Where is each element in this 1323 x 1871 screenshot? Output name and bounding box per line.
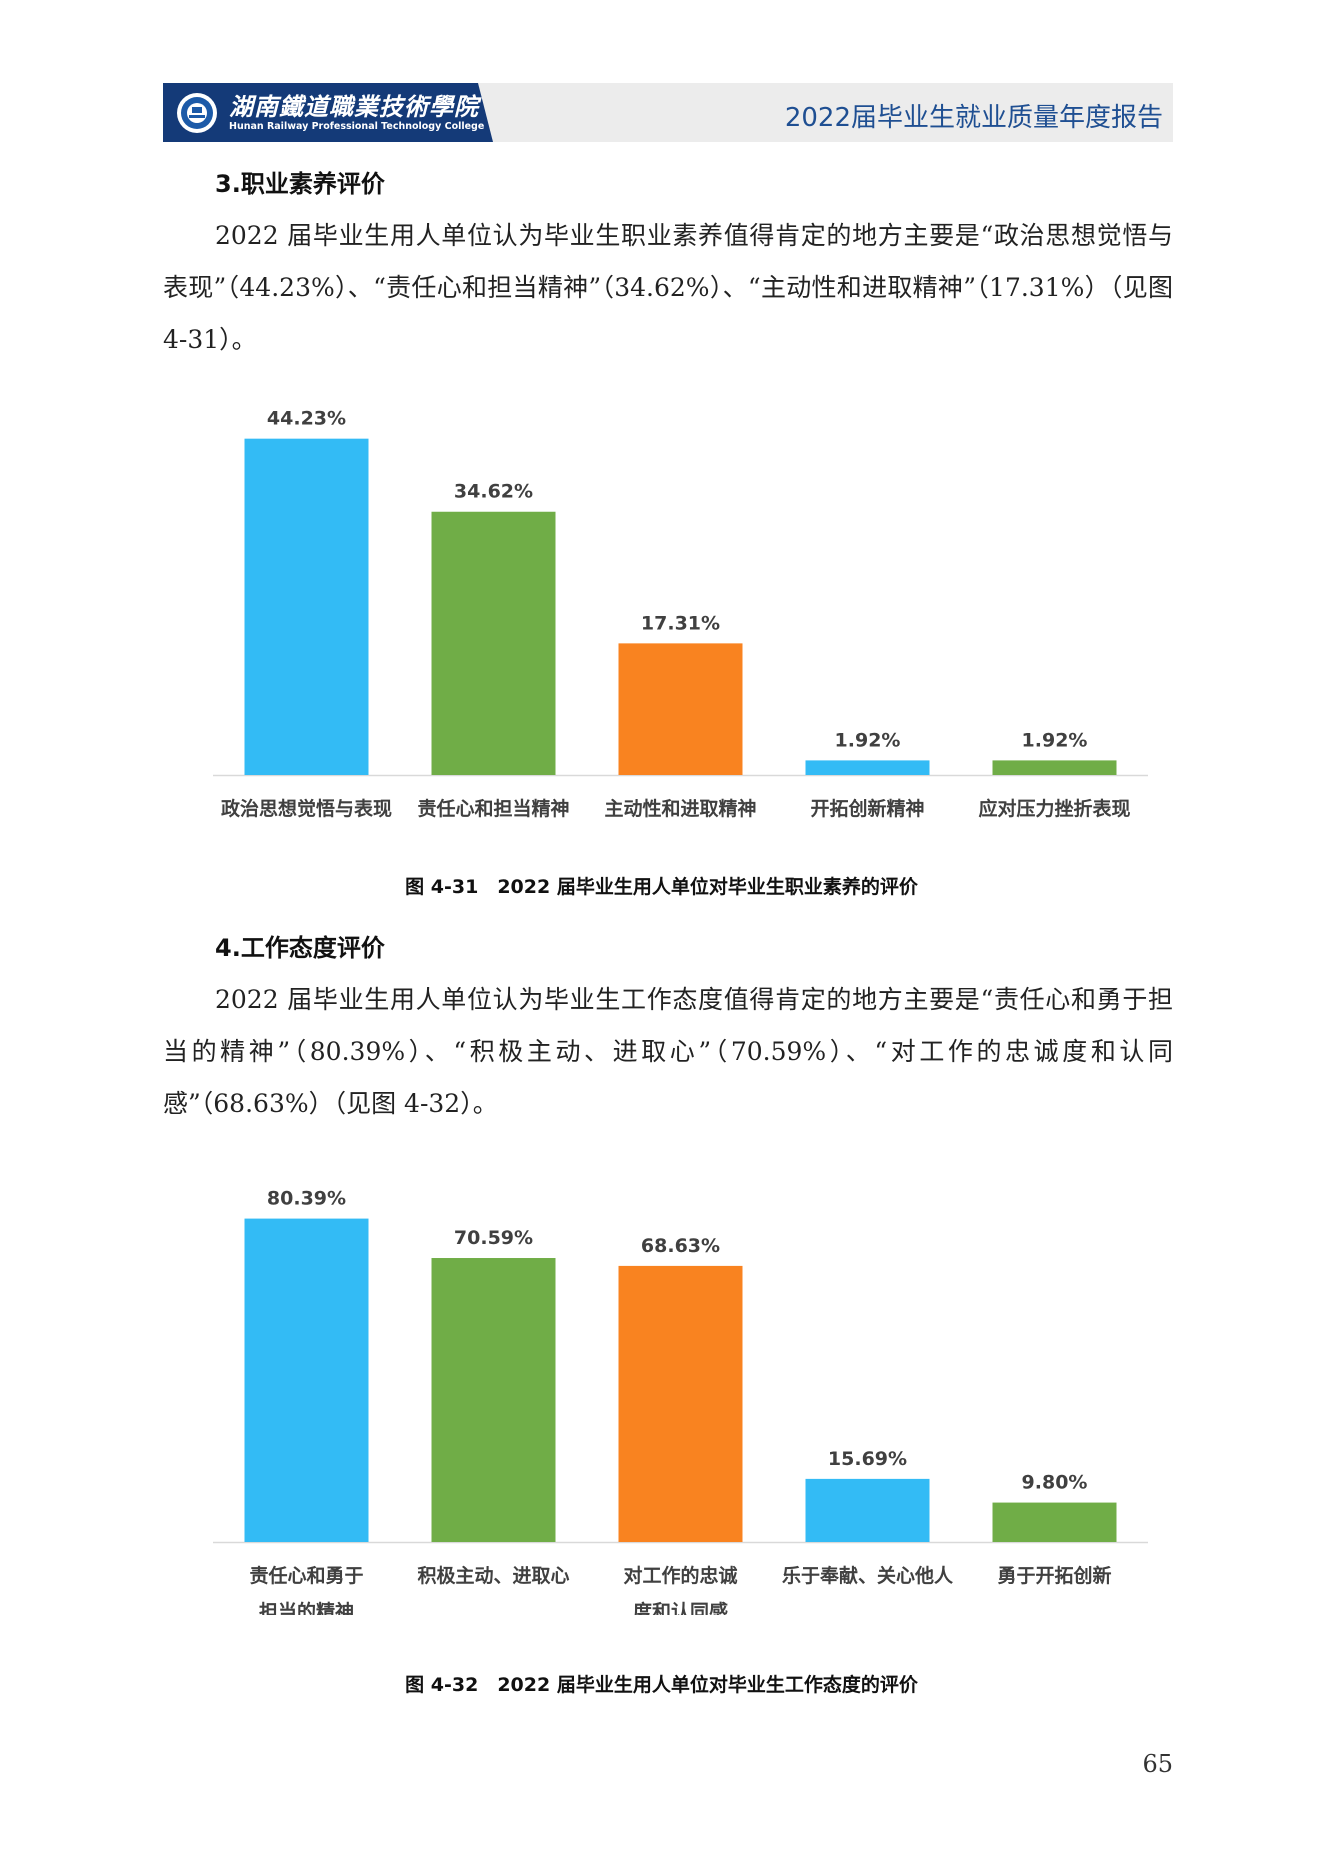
data-label-1-1: 34.62% [454,481,533,503]
bar-2-3 [805,1478,930,1542]
section-heading-work-attitude: 4.工作态度评价 [215,934,385,962]
data-label-2-4: 9.80% [1022,1472,1088,1494]
section-heading-professional-quality: 3.职业素养评价 [215,170,385,198]
bar-2-2 [618,1265,743,1542]
figure-caption-4-31: 图 4-31 2022 届毕业生用人单位对毕业生职业素养的评价 [405,876,918,898]
data-label-1-2: 17.31% [641,612,720,634]
chart-professional-quality: 44.23% 政治思想觉悟与表现 34.62% 责任心和担当精神 17.31% 主动性和进… [163,390,1173,830]
bar-chart-work-attitude: 80.39% 责任心和勇于担当的精神 70.59% 积极主动、进取心 68.63% 对工作… [213,1188,1148,1615]
data-label-2-0: 80.39% [267,1188,346,1210]
college-name-en: Hunan Railway Professional Technology Co… [229,121,485,132]
data-label-1-3: 1.92% [835,729,901,751]
college-logo-band: 湖南鐵道職業技術學院 Hunan Railway Professional Te… [163,83,493,142]
college-name-cn: 湖南鐵道職業技術學院 [229,92,479,121]
page-number: 65 [1142,1750,1173,1778]
figure-caption-4-32: 图 4-32 2022 届毕业生用人单位对毕业生工作态度的评价 [405,1674,918,1696]
category-label-2-0-line1: 担当的精神 [259,1600,354,1615]
bar-1-0 [244,438,369,775]
data-label-2-3: 15.69% [828,1448,907,1470]
category-label-2-3: 乐于奉献、关心他人 [782,1564,954,1587]
data-label-2-1: 70.59% [454,1227,533,1249]
page-header: 湖南鐵道職業技術學院 Hunan Railway Professional Te… [163,83,1173,142]
bar-1-3 [805,760,930,775]
section-paragraph-work-attitude: 2022 届毕业生用人单位认为毕业生工作态度值得肯定的地方主要是“责任心和勇于担… [163,985,1173,1118]
report-title: 2022届毕业生就业质量年度报告 [784,103,1163,133]
category-label-2-0-line0: 责任心和勇于 [249,1564,363,1587]
category-label-1-1: 责任心和担当精神 [417,797,569,820]
bar-2-4 [992,1502,1117,1542]
data-label-2-2: 68.63% [641,1235,720,1257]
category-label-1-0: 政治思想觉悟与表现 [221,797,392,820]
data-label-1-4: 1.92% [1022,729,1088,751]
category-label-2-1: 积极主动、进取心 [417,1564,569,1587]
category-label-1-4: 应对压力挫折表现 [978,797,1130,820]
category-label-2-2-line0: 对工作的忠诚 [623,1564,737,1587]
category-label-1-3: 开拓创新精神 [810,797,924,820]
bar-2-1 [431,1258,556,1542]
bar-2-0 [244,1218,369,1542]
category-label-2-2-line1: 度和认同感 [633,1600,728,1615]
bar-1-4 [992,760,1117,775]
college-emblem-icon [177,93,217,133]
section-paragraph-professional-quality: 2022 届毕业生用人单位认为毕业生职业素养值得肯定的地方主要是“政治思想觉悟与… [163,221,1173,354]
chart-work-attitude: 80.39% 责任心和勇于担当的精神 70.59% 积极主动、进取心 68.63% 对工作… [163,1155,1173,1615]
data-label-1-0: 44.23% [267,408,346,430]
category-label-2-4: 勇于开拓创新 [997,1564,1111,1587]
bar-chart-professional-quality: 44.23% 政治思想觉悟与表现 34.62% 责任心和担当精神 17.31% 主动性和进… [213,408,1148,820]
category-label-1-2: 主动性和进取精神 [604,797,756,820]
bar-1-1 [431,511,556,775]
bar-1-2 [618,643,743,775]
